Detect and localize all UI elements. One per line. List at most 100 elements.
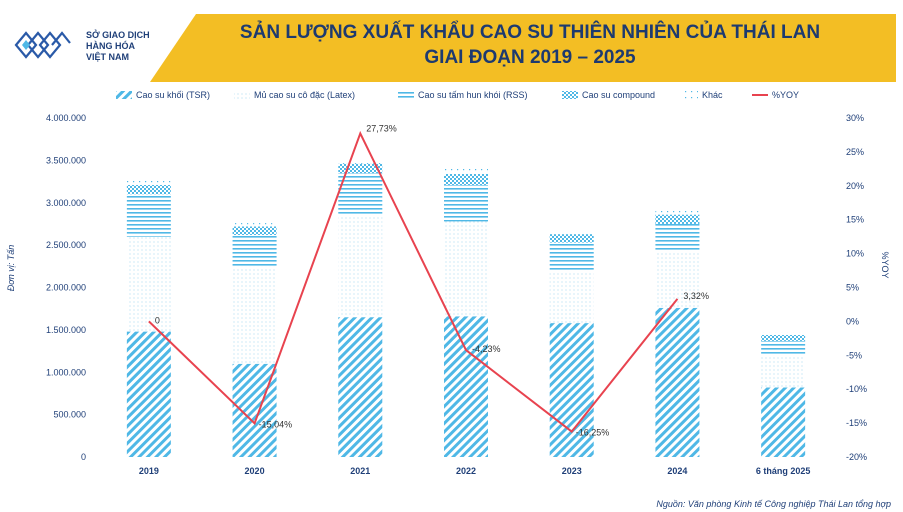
logo-icon: [14, 31, 71, 59]
yoy-data-label: -4,23%: [472, 344, 501, 354]
bar-segment: [655, 251, 700, 308]
bar-segment: [232, 226, 277, 235]
bar-segment: [444, 173, 488, 185]
y-tick-label: 1.500.000: [46, 325, 86, 335]
x-tick-label: 6 tháng 2025: [756, 466, 811, 476]
yoy-data-label: -15,04%: [259, 419, 293, 429]
legend-swatch: [562, 91, 578, 99]
y2-tick-label: 10%: [846, 249, 864, 259]
logo: SỞ GIAO DỊCH HÀNG HÓA VIỆT NAM: [0, 0, 186, 80]
y-axis-left: 4.000.000 3.500.000 3.000.000 2.500.000 2.00…: [46, 113, 86, 462]
chart-title: SẢN LƯỢNG XUẤT KHẨU CAO SU THIÊN NHIÊN C…: [210, 20, 850, 70]
logo-text: SỞ GIAO DỊCH HÀNG HÓA VIỆT NAM: [86, 30, 150, 63]
y2-tick-label: -10%: [846, 384, 867, 394]
legend-label: Mủ cao su cô đặc (Latex): [254, 90, 355, 100]
bar-segment: [655, 209, 700, 215]
bar-segment: [444, 168, 488, 174]
bar-segment: [232, 266, 277, 364]
legend-label: Cao su compound: [582, 90, 655, 100]
bar-segment: [444, 221, 488, 317]
y2-tick-label: -20%: [846, 452, 867, 462]
bar-segment: [761, 340, 806, 355]
logo-line-1: SỞ GIAO DỊCH: [86, 30, 150, 40]
x-tick-label: 2019: [139, 466, 159, 476]
y2-tick-label: 15%: [846, 215, 864, 225]
logo-line-3: VIỆT NAM: [86, 52, 130, 62]
logo-line-2: HÀNG HÓA: [86, 41, 135, 51]
legend-swatch: [682, 91, 698, 99]
legend-label: Cao su tấm hun khói (RSS): [418, 90, 528, 100]
bar-stack: [549, 230, 594, 457]
legend-swatch: [234, 91, 250, 99]
x-tick-label: 2022: [456, 466, 476, 476]
bar-segment: [232, 234, 277, 267]
yoy-data-label: -16,25%: [576, 428, 610, 438]
x-tick-label: 2024: [667, 466, 687, 476]
bar-segment: [761, 332, 806, 335]
title-line-1: SẢN LƯỢNG XUẤT KHẨU CAO SU THIÊN NHIÊN C…: [239, 22, 821, 43]
bars: [126, 159, 806, 457]
y2-tick-label: -15%: [846, 418, 867, 428]
yoy-line-group: 0 -15,04% 27,73% -4,23% -16,25% 3,32%: [148, 123, 709, 438]
bar-segment: [126, 184, 171, 195]
bar-segment: [549, 230, 594, 235]
bar-segment: [655, 223, 700, 252]
yoy-data-label: 3,32%: [683, 291, 709, 301]
legend-item: Cao su compound: [562, 90, 655, 100]
y-tick-label: 3.500.000: [46, 155, 86, 165]
bar-stack: [761, 332, 806, 457]
legend-label: Cao su khối (TSR): [136, 90, 210, 100]
source-note: Nguồn: Văn phòng Kinh tế Công nghiệp Thá…: [656, 499, 891, 509]
bar-stack: [444, 168, 488, 457]
bar-segment: [126, 180, 171, 185]
bar-segment: [126, 194, 171, 237]
title-band: [150, 14, 896, 82]
y-tick-label: 500.000: [53, 410, 86, 420]
bar-segment: [232, 363, 277, 457]
y2-tick-label: -5%: [846, 350, 862, 360]
y-tick-label: 3.000.000: [46, 198, 86, 208]
bar-segment: [549, 242, 594, 271]
bar-segment: [338, 215, 383, 318]
y2-tick-label: 25%: [846, 147, 864, 157]
bar-stack: [126, 180, 171, 457]
y-tick-label: 2.500.000: [46, 240, 86, 250]
bar-stack: [655, 209, 700, 457]
y-tick-label: 0: [81, 452, 86, 462]
bar-segment: [549, 270, 594, 324]
bar-segment: [549, 323, 594, 457]
bar-segment: [761, 354, 806, 388]
legend-swatch: [398, 91, 414, 99]
legend-item: Mủ cao su cô đặc (Latex): [234, 90, 355, 100]
chart: Cao su khối (TSR) Mủ cao su cô đặc (Latex…: [6, 90, 890, 476]
y-axis-right: 30% 25% 20% 15% 10% 5% 0% -5% -10% -15% -20%: [846, 113, 867, 462]
legend-item: Cao su khối (TSR): [116, 90, 210, 100]
bar-segment: [126, 236, 171, 332]
y2-tick-label: 30%: [846, 113, 864, 123]
y-tick-label: 1.000.000: [46, 367, 86, 377]
bar-segment: [761, 387, 806, 457]
legend-item: Cao su tấm hun khói (RSS): [398, 90, 528, 100]
bar-segment: [444, 184, 488, 222]
bar-segment: [232, 223, 277, 227]
y-tick-label: 2.000.000: [46, 283, 86, 293]
legend-item: Khác: [682, 90, 723, 100]
x-axis: 2019 2020 2021 2022 2023 2024 6 tháng 2025: [139, 466, 811, 476]
y2-tick-label: 20%: [846, 181, 864, 191]
bar-segment: [655, 214, 700, 224]
bar-segment: [444, 316, 488, 457]
y-tick-label: 4.000.000: [46, 113, 86, 123]
legend-label: %YOY: [772, 90, 799, 100]
yoy-line: [148, 130, 679, 433]
y-axis-label: Đơn vị: Tấn: [6, 245, 16, 291]
x-tick-label: 2020: [245, 466, 265, 476]
y2-tick-label: 5%: [846, 283, 859, 293]
title-line-2: GIAI ĐOẠN 2019 – 2025: [424, 47, 636, 68]
bar-segment: [338, 163, 383, 174]
bar-stack: [338, 159, 383, 457]
bar-segment: [338, 173, 383, 216]
legend-swatch: [116, 91, 132, 99]
y2-tick-label: 0%: [846, 316, 859, 326]
bar-segment: [126, 331, 171, 457]
bar-segment: [655, 307, 700, 457]
